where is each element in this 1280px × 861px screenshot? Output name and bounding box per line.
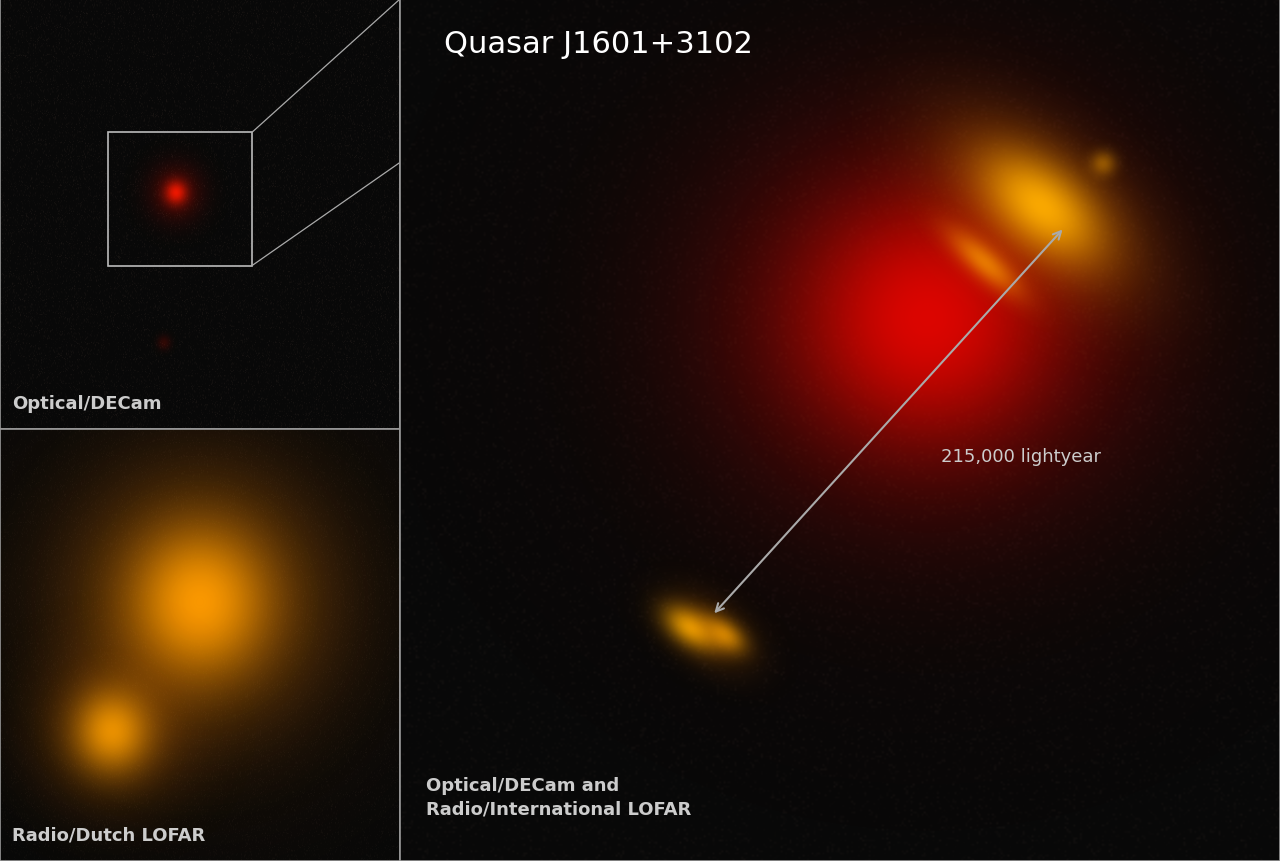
Text: Radio/Dutch LOFAR: Radio/Dutch LOFAR: [12, 826, 205, 844]
Text: Optical/DECam and
Radio/International LOFAR: Optical/DECam and Radio/International LO…: [426, 777, 691, 818]
Text: Quasar J1601+3102: Quasar J1601+3102: [444, 30, 753, 59]
Text: Optical/DECam: Optical/DECam: [12, 394, 161, 412]
Bar: [108, 133, 252, 266]
Text: 215,000 lightyear: 215,000 lightyear: [941, 448, 1101, 465]
